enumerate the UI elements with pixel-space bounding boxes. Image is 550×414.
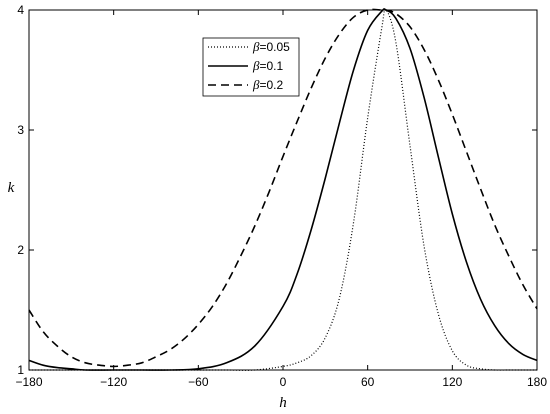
- y-tick-label: 2: [17, 243, 24, 257]
- legend: β=0.05β=0.1β=0.2: [202, 37, 300, 97]
- legend-entry-2: β=0.2: [252, 77, 284, 92]
- x-tick-label: 0: [280, 375, 287, 389]
- x-tick-label: 120: [442, 375, 462, 389]
- legend-value: =0.1: [259, 59, 283, 73]
- y-tick-label: 4: [17, 3, 24, 17]
- x-tick-label: −120: [100, 375, 127, 389]
- legend-symbol: β: [252, 39, 260, 54]
- x-tick-label: −60: [188, 375, 209, 389]
- x-tick-label: −180: [15, 375, 42, 389]
- series-line-2: [28, 8, 538, 368]
- legend-value: =0.05: [259, 40, 290, 54]
- x-tick-label: 60: [361, 375, 375, 389]
- y-tick-label: 1: [17, 363, 24, 377]
- tick-labels: −180 −120 −60 0 60 120 180 1 2 3 4: [15, 3, 547, 389]
- legend-entry-1: β=0.1: [252, 58, 284, 73]
- legend-symbol: β: [252, 77, 260, 92]
- legend-box: [202, 37, 300, 97]
- y-axis-label: k: [8, 180, 15, 196]
- y-tick-label: 3: [17, 123, 24, 137]
- x-axis-label: h: [279, 395, 287, 411]
- legend-entry-0: β=0.05: [252, 39, 290, 54]
- x-tick-label: 180: [527, 375, 547, 389]
- series-lines: [28, 8, 538, 371]
- series-line-1: [28, 8, 538, 371]
- legend-value: =0.2: [259, 78, 283, 92]
- legend-symbol: β: [252, 58, 260, 73]
- axis-ticks: [28, 9, 538, 371]
